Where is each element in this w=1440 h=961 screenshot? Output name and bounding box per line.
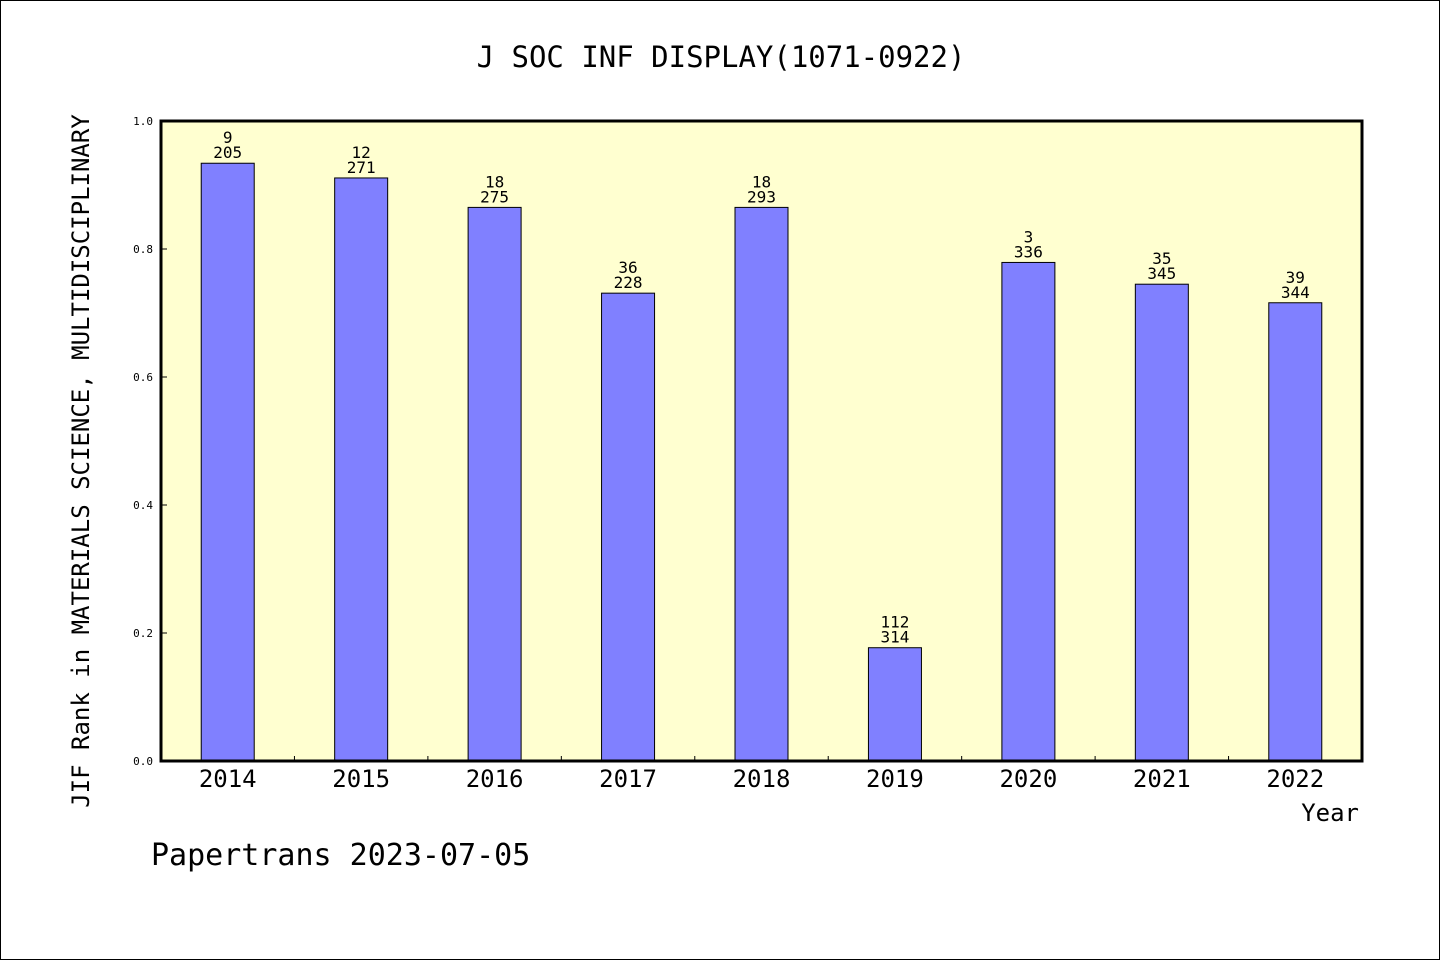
- y-axis-label: JIF Rank in MATERIALS SCIENCE, MULTIDISC…: [67, 114, 95, 808]
- bar-total-label-2022: 344: [1281, 283, 1310, 302]
- y-tick-label-0.6: 0.6: [133, 371, 153, 384]
- y-tick-label-0.8: 0.8: [133, 243, 153, 256]
- chart-title: J SOC INF DISPLAY(1071-0922): [477, 40, 966, 74]
- bar-total-label-2017: 228: [614, 273, 643, 292]
- x-tick-label-2014: 2014: [199, 765, 257, 793]
- bar-rank-label-2018: 18: [752, 172, 771, 191]
- plot-border: [159, 119, 1364, 763]
- bar-rank-label-2019: 112: [880, 613, 909, 632]
- x-tick-label-2021: 2021: [1133, 765, 1191, 793]
- bar-2017: [601, 292, 656, 762]
- bar-2022: [1268, 302, 1323, 762]
- y-tick-label-1.0: 1.0: [133, 115, 153, 128]
- x-tick-label-2016: 2016: [466, 765, 524, 793]
- x-tick-label-2020: 2020: [999, 765, 1057, 793]
- bar-rank-label-2020: 3: [1024, 227, 1034, 246]
- bar-2018: [734, 206, 789, 762]
- bar-2019: [867, 647, 922, 762]
- bar-total-label-2021: 345: [1147, 264, 1176, 283]
- bar-2016: [467, 206, 522, 762]
- bar-2014: [200, 162, 255, 762]
- ticks-layer: 2014 2015 2016 2017 2018 2019 2020 2021 2022 0.0 0…: [133, 115, 1324, 793]
- bar-total-label-2018: 293: [747, 187, 776, 206]
- bar-total-label-2016: 275: [480, 187, 509, 206]
- bar-total-label-2015: 271: [347, 158, 376, 177]
- bar-rank-label-2022: 39: [1286, 268, 1305, 287]
- bar-rank-label-2015: 12: [352, 143, 371, 162]
- bar-total-label-2019: 314: [880, 628, 909, 647]
- x-axis-label: Year: [1301, 799, 1359, 827]
- bar-total-label-2014: 205: [213, 143, 242, 162]
- x-tick-label-2015: 2015: [332, 765, 390, 793]
- bar-rank-label-2016: 18: [485, 172, 504, 191]
- bar-total-label-2020: 336: [1014, 242, 1043, 261]
- x-tick-label-2018: 2018: [733, 765, 791, 793]
- bar-rank-label-2014: 9: [223, 128, 233, 147]
- bar-2015: [334, 177, 389, 762]
- bar-rank-label-2017: 36: [618, 258, 637, 277]
- bar-2020: [1001, 261, 1056, 762]
- x-tick-label-2022: 2022: [1266, 765, 1324, 793]
- y-tick-label-0.0: 0.0: [133, 755, 153, 768]
- x-tick-label-2017: 2017: [599, 765, 657, 793]
- y-tick-label-0.2: 0.2: [133, 627, 153, 640]
- x-tick-label-2019: 2019: [866, 765, 924, 793]
- bar-2021: [1134, 283, 1189, 762]
- y-tick-label-0.4: 0.4: [133, 499, 153, 512]
- bar-rank-label-2021: 35: [1152, 249, 1171, 268]
- footer-watermark: Papertrans 2023-07-05: [151, 838, 530, 873]
